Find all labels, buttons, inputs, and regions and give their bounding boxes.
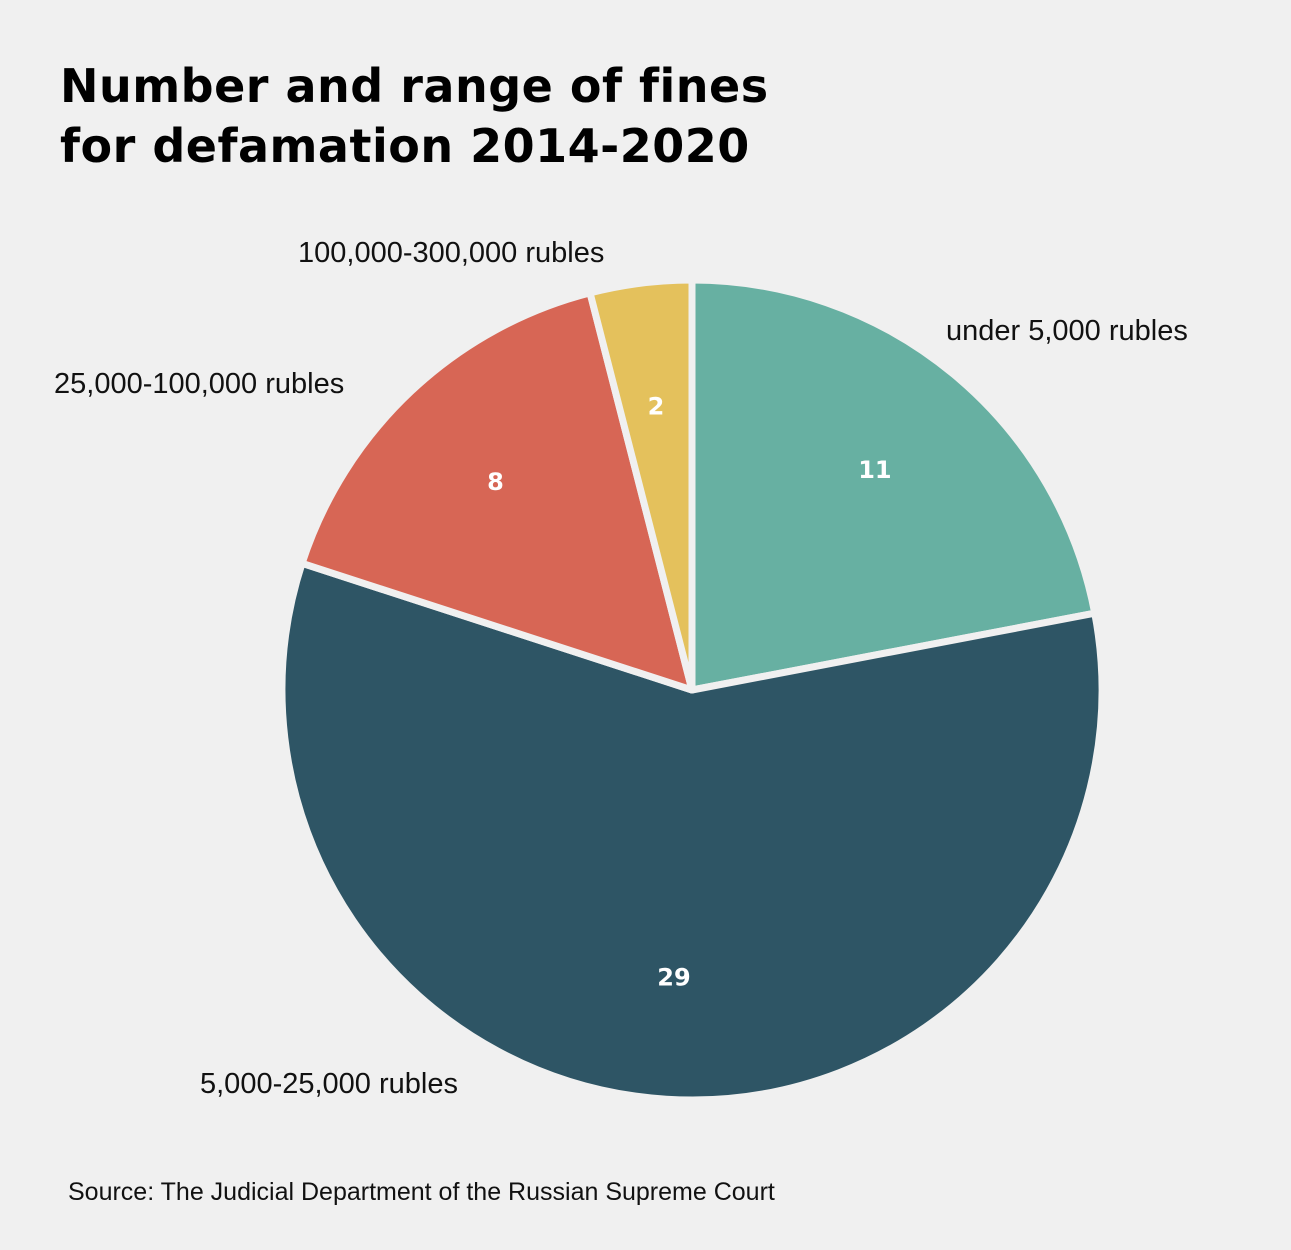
chart-title: Number and range of fines for defamation… — [60, 56, 769, 176]
slice-value-label: 11 — [858, 456, 891, 484]
slice-category-label: 100,000-300,000 rubles — [298, 237, 604, 269]
pie-slice — [298, 289, 696, 694]
slice-value-label: 2 — [648, 392, 665, 420]
pie-slice — [688, 276, 1099, 694]
chart-source: Source: The Judicial Department of the R… — [68, 1178, 775, 1206]
chart-title-line-1: Number and range of fines — [60, 59, 769, 113]
chart-title-line-2: for defamation 2014-2020 — [60, 119, 750, 173]
slice-category-label: under 5,000 rubles — [946, 315, 1188, 347]
slice-value-label: 8 — [487, 468, 504, 496]
slice-value-label: 29 — [657, 963, 690, 991]
pie-slice — [586, 276, 696, 694]
slice-category-label: 25,000-100,000 rubles — [54, 368, 344, 400]
slice-category-label: 5,000-25,000 rubles — [200, 1068, 458, 1100]
pie-slice — [278, 559, 1106, 1104]
